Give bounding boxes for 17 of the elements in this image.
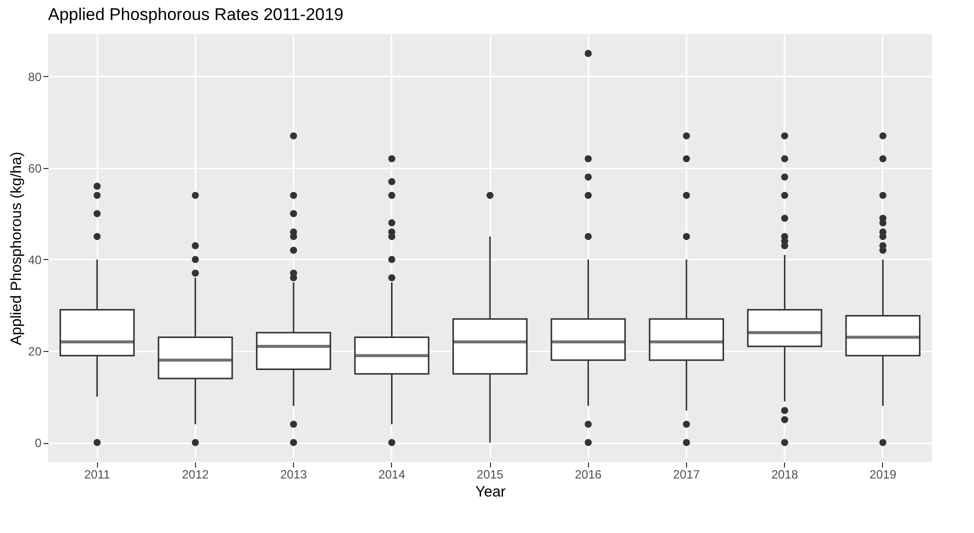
x-tick-label: 2016 <box>574 468 602 482</box>
y-axis-title: Applied Phosphorous (kg/ha) <box>8 152 26 346</box>
y-tick-label: 60 <box>28 161 42 176</box>
x-axis-title: Year <box>475 484 506 500</box>
y-tick-label: 0 <box>34 436 42 450</box>
x-tick-label: 2012 <box>182 468 210 482</box>
x-tick-label: 2018 <box>771 468 798 482</box>
x-tick-label: 2017 <box>673 468 700 482</box>
x-tick-label: 2013 <box>280 468 308 482</box>
x-tick-label: 2011 <box>84 468 110 482</box>
y-tick-label: 40 <box>28 252 42 267</box>
x-tick-label: 2014 <box>378 468 406 482</box>
chart-title: Applied Phosphorous Rates 2011-2019 <box>48 5 344 24</box>
y-tick-label: 20 <box>28 344 42 358</box>
y-tick-label: 80 <box>28 70 42 84</box>
x-tick-label: 2015 <box>476 468 504 482</box>
x-tick-label: 2019 <box>870 468 897 482</box>
